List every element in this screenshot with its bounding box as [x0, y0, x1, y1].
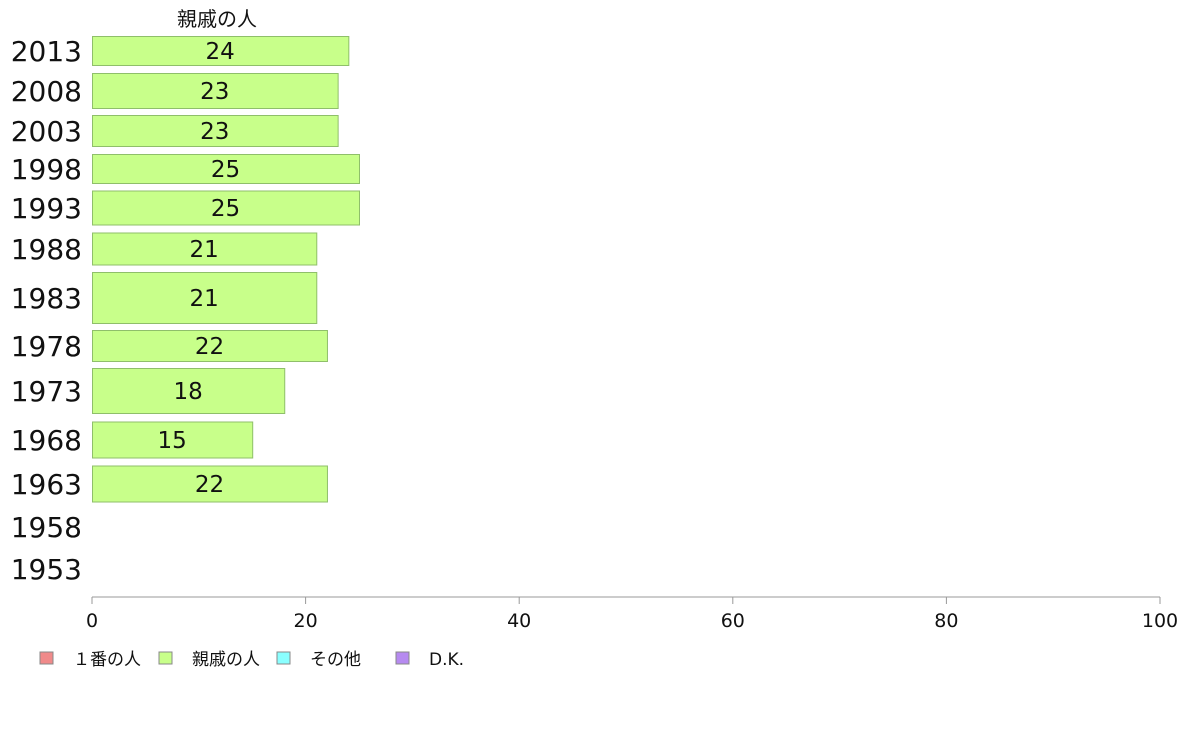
bar-value-label: 18 [173, 379, 202, 405]
legend-label: その他 [310, 650, 361, 670]
category-labels: 2013 2008 2003 1998 1993 1988 1983 1978 1973 1968… [11, 35, 82, 586]
bar [92, 73, 339, 109]
x-tick-label: 60 [721, 610, 745, 632]
bar-value-label: 25 [211, 196, 240, 222]
category-label: 1998 [11, 153, 82, 186]
category-label: 1983 [11, 282, 82, 315]
x-tick-label: 0 [86, 610, 98, 632]
bar [92, 232, 318, 266]
bar-value-label: 22 [195, 472, 224, 498]
bar [92, 36, 350, 66]
x-tick-label: 20 [294, 610, 318, 632]
legend-label: 親戚の人 [192, 650, 260, 670]
category-label: 1993 [11, 192, 82, 225]
bar [92, 115, 339, 147]
bar-value-label: 23 [200, 119, 229, 145]
category-label: 1958 [11, 511, 82, 544]
x-tick-label: 100 [1142, 610, 1178, 632]
legend-swatch [158, 651, 173, 665]
category-label: 1968 [11, 424, 82, 457]
bar [92, 154, 360, 184]
x-axis: 0 20 40 60 80 100 [86, 596, 1178, 632]
category-label: 1973 [11, 375, 82, 408]
category-label: 2003 [11, 115, 82, 148]
category-label: 1953 [11, 553, 82, 586]
bar-value-label: 23 [200, 79, 229, 105]
chart-title: 親戚の人 [177, 7, 257, 31]
legend-label: １番の人 [73, 650, 141, 670]
legend-swatch [39, 651, 54, 665]
legend-swatch [395, 651, 410, 665]
bar [92, 368, 286, 414]
bar-value-label: 25 [211, 157, 240, 183]
category-label: 1963 [11, 468, 82, 501]
bar-value-label: 22 [195, 334, 224, 360]
category-label: 2013 [11, 35, 82, 68]
bar [92, 465, 328, 503]
category-label: 1978 [11, 330, 82, 363]
bar-value-label: 15 [157, 428, 186, 454]
bar [92, 190, 360, 226]
bar [92, 421, 254, 459]
x-tick-label: 40 [507, 610, 531, 632]
legend-label: D.K. [429, 650, 464, 670]
bar-value-label: 21 [189, 286, 218, 312]
bars-layer: 24 23 23 25 25 21 21 22 18 15 22 [92, 36, 360, 503]
category-label: 2008 [11, 75, 82, 108]
category-label: 1988 [11, 233, 82, 266]
legend-swatch [276, 651, 291, 665]
bar [92, 330, 328, 362]
x-tick-label: 80 [934, 610, 958, 632]
legend: １番の人 親戚の人 その他 D.K. [39, 650, 464, 670]
bar-value-label: 21 [189, 237, 218, 263]
bar [92, 272, 318, 324]
bar-value-label: 24 [206, 39, 235, 65]
